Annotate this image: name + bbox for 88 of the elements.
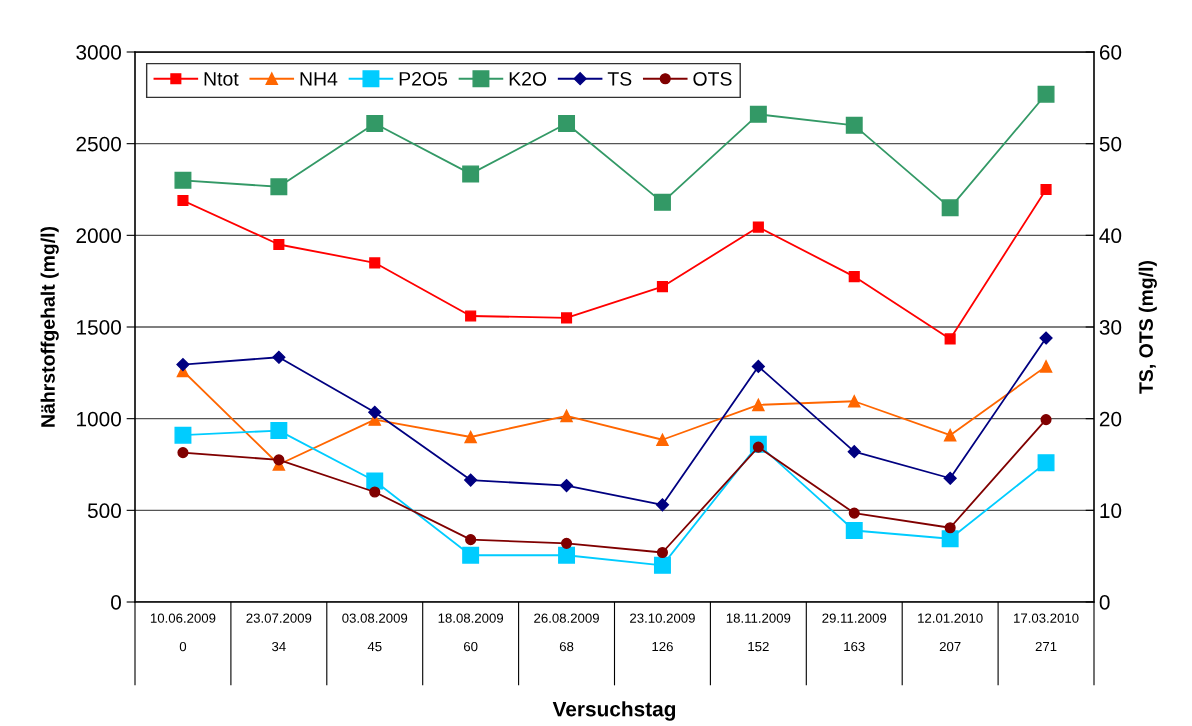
point bbox=[752, 398, 765, 412]
point bbox=[177, 194, 189, 207]
y-tick-label: 500 bbox=[87, 503, 121, 519]
point bbox=[1040, 414, 1052, 426]
y-tick-label: 2500 bbox=[76, 136, 121, 152]
x-axis-title: Versuchstag bbox=[552, 701, 676, 721]
point bbox=[845, 116, 863, 134]
point bbox=[752, 221, 764, 233]
point bbox=[655, 498, 670, 512]
point bbox=[656, 546, 669, 559]
point bbox=[653, 556, 671, 574]
point bbox=[1039, 331, 1053, 345]
point bbox=[464, 430, 477, 444]
point bbox=[1037, 454, 1055, 472]
point bbox=[462, 165, 480, 183]
y2-tick-label: 0 bbox=[1099, 595, 1110, 610]
point bbox=[462, 546, 480, 564]
point bbox=[272, 350, 286, 364]
category-label: 23.10.2009 126 bbox=[630, 613, 695, 652]
point bbox=[847, 445, 861, 459]
point bbox=[366, 115, 384, 132]
legend-label: Ntot bbox=[204, 72, 239, 86]
y-tick-label: 2000 bbox=[76, 228, 121, 244]
point bbox=[369, 486, 381, 498]
point bbox=[941, 530, 959, 548]
point bbox=[944, 522, 956, 534]
point bbox=[270, 178, 288, 196]
point bbox=[273, 238, 285, 251]
point bbox=[941, 199, 959, 217]
point bbox=[943, 471, 957, 485]
y-axis-title: Nährstoffgehalt (mg/l) bbox=[40, 226, 59, 427]
category-label: 26.08.2009 68 bbox=[534, 613, 599, 652]
y2-axis-title: TS, OTS (mg/l) bbox=[1138, 260, 1157, 394]
point bbox=[943, 428, 957, 442]
point bbox=[174, 426, 192, 444]
point bbox=[560, 537, 573, 549]
point bbox=[653, 193, 671, 211]
point bbox=[366, 472, 384, 490]
category-label: 17.03.2010 271 bbox=[1014, 613, 1079, 652]
category-label: 23.07.2009 34 bbox=[246, 613, 312, 652]
point bbox=[465, 534, 477, 546]
point bbox=[558, 115, 576, 132]
point bbox=[174, 171, 192, 189]
y-tick-label: 0 bbox=[111, 595, 121, 610]
point bbox=[847, 394, 861, 408]
point bbox=[465, 310, 477, 322]
point bbox=[1039, 360, 1053, 373]
point bbox=[464, 473, 478, 487]
point bbox=[751, 359, 765, 374]
point bbox=[749, 105, 767, 123]
point bbox=[177, 447, 189, 459]
y-tick-label: 1000 bbox=[77, 411, 121, 427]
point bbox=[368, 405, 382, 419]
y2-tick-label: 10 bbox=[1100, 503, 1122, 519]
point bbox=[176, 357, 190, 372]
legend-label: P2O5 bbox=[399, 71, 448, 86]
point bbox=[560, 409, 573, 423]
y2-tick-label: 50 bbox=[1099, 136, 1122, 152]
category-label: 12.01.2010 207 bbox=[918, 613, 983, 652]
y2-tick-label: 20 bbox=[1099, 411, 1122, 427]
point bbox=[558, 546, 576, 564]
y-tick-label: 1500 bbox=[77, 320, 121, 335]
point bbox=[1040, 183, 1052, 196]
point bbox=[270, 422, 288, 440]
point bbox=[848, 271, 860, 283]
point bbox=[656, 433, 669, 447]
y-tick-label: 3000 bbox=[76, 45, 121, 60]
category-label: 10.06.2009 0 bbox=[150, 613, 216, 652]
category-label: 03.08.2009 45 bbox=[342, 613, 408, 652]
point bbox=[944, 333, 956, 345]
category-label: 18.11.2009 152 bbox=[726, 613, 791, 652]
legend-label: TS bbox=[607, 71, 632, 86]
y2-tick-label: 60 bbox=[1099, 45, 1122, 60]
legend-label: NH4 bbox=[300, 72, 338, 86]
category-label: 18.08.2009 60 bbox=[438, 613, 504, 652]
legend-label: OTS bbox=[693, 71, 732, 86]
point bbox=[560, 312, 573, 324]
y2-tick-label: 30 bbox=[1099, 320, 1122, 335]
y2-tick-label: 40 bbox=[1099, 228, 1122, 244]
point bbox=[559, 478, 574, 493]
category-label: 29.11.2009 163 bbox=[822, 613, 887, 652]
legend-label: K2O bbox=[509, 71, 547, 86]
point bbox=[845, 522, 863, 539]
point bbox=[848, 507, 860, 519]
point bbox=[273, 454, 285, 466]
point bbox=[1037, 85, 1055, 103]
point bbox=[369, 257, 381, 269]
point bbox=[656, 281, 669, 293]
